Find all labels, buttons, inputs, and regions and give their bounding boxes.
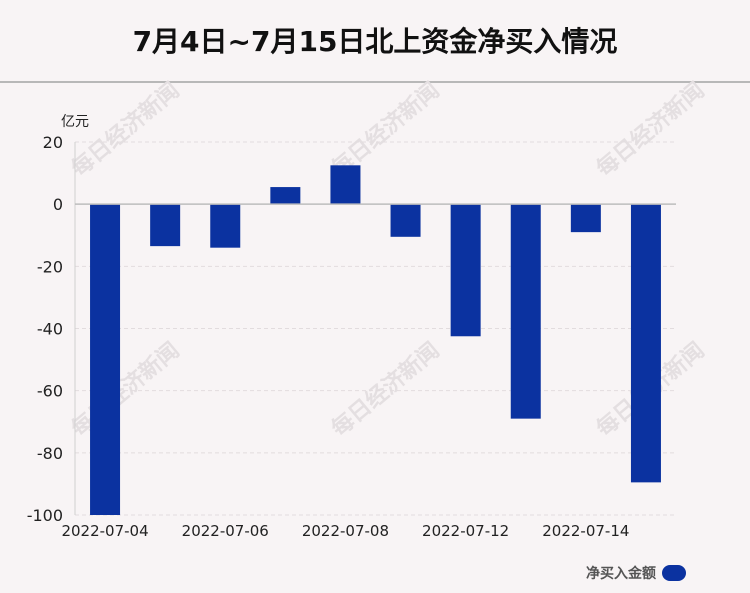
x-tick-label: 2022-07-08	[302, 522, 389, 540]
y-tick-label: -100	[27, 506, 63, 525]
x-tick-label: 2022-07-12	[422, 522, 509, 540]
bar-2022-07-11	[390, 204, 421, 237]
y-unit-label: 亿元	[61, 114, 89, 130]
y-tick-label: -60	[37, 382, 63, 401]
x-tick-label: 2022-07-14	[542, 522, 629, 540]
bar-2022-07-04	[90, 204, 121, 515]
y-tick-label: -80	[37, 444, 63, 463]
title-divider	[0, 81, 750, 83]
bar-2022-07-07	[270, 187, 301, 205]
bar-2022-07-05	[150, 204, 181, 247]
y-tick-label: -40	[37, 320, 63, 339]
legend: 净买入金额	[586, 563, 686, 583]
y-tick-label: 20	[43, 133, 63, 152]
legend-swatch	[662, 565, 686, 581]
bar-2022-07-12	[450, 204, 481, 337]
y-tick-label: 0	[53, 195, 63, 214]
bar-2022-07-06	[210, 204, 241, 248]
watermark-text: 每日经济新闻	[67, 337, 185, 442]
bar-2022-07-15	[630, 204, 661, 483]
y-tick-label: -20	[37, 257, 63, 276]
x-tick-label: 2022-07-04	[61, 522, 148, 540]
x-tick-label: 2022-07-06	[182, 522, 269, 540]
bar-2022-07-13	[510, 204, 541, 419]
watermark-text: 每日经济新闻	[592, 77, 710, 182]
watermark-text: 每日经济新闻	[327, 337, 445, 442]
bar-2022-07-14	[570, 204, 601, 233]
chart-title: 7月4日~7月15日北上资金净买入情况	[132, 25, 618, 58]
legend-label: 净买入金额	[586, 566, 656, 582]
bar-2022-07-08	[330, 165, 361, 205]
